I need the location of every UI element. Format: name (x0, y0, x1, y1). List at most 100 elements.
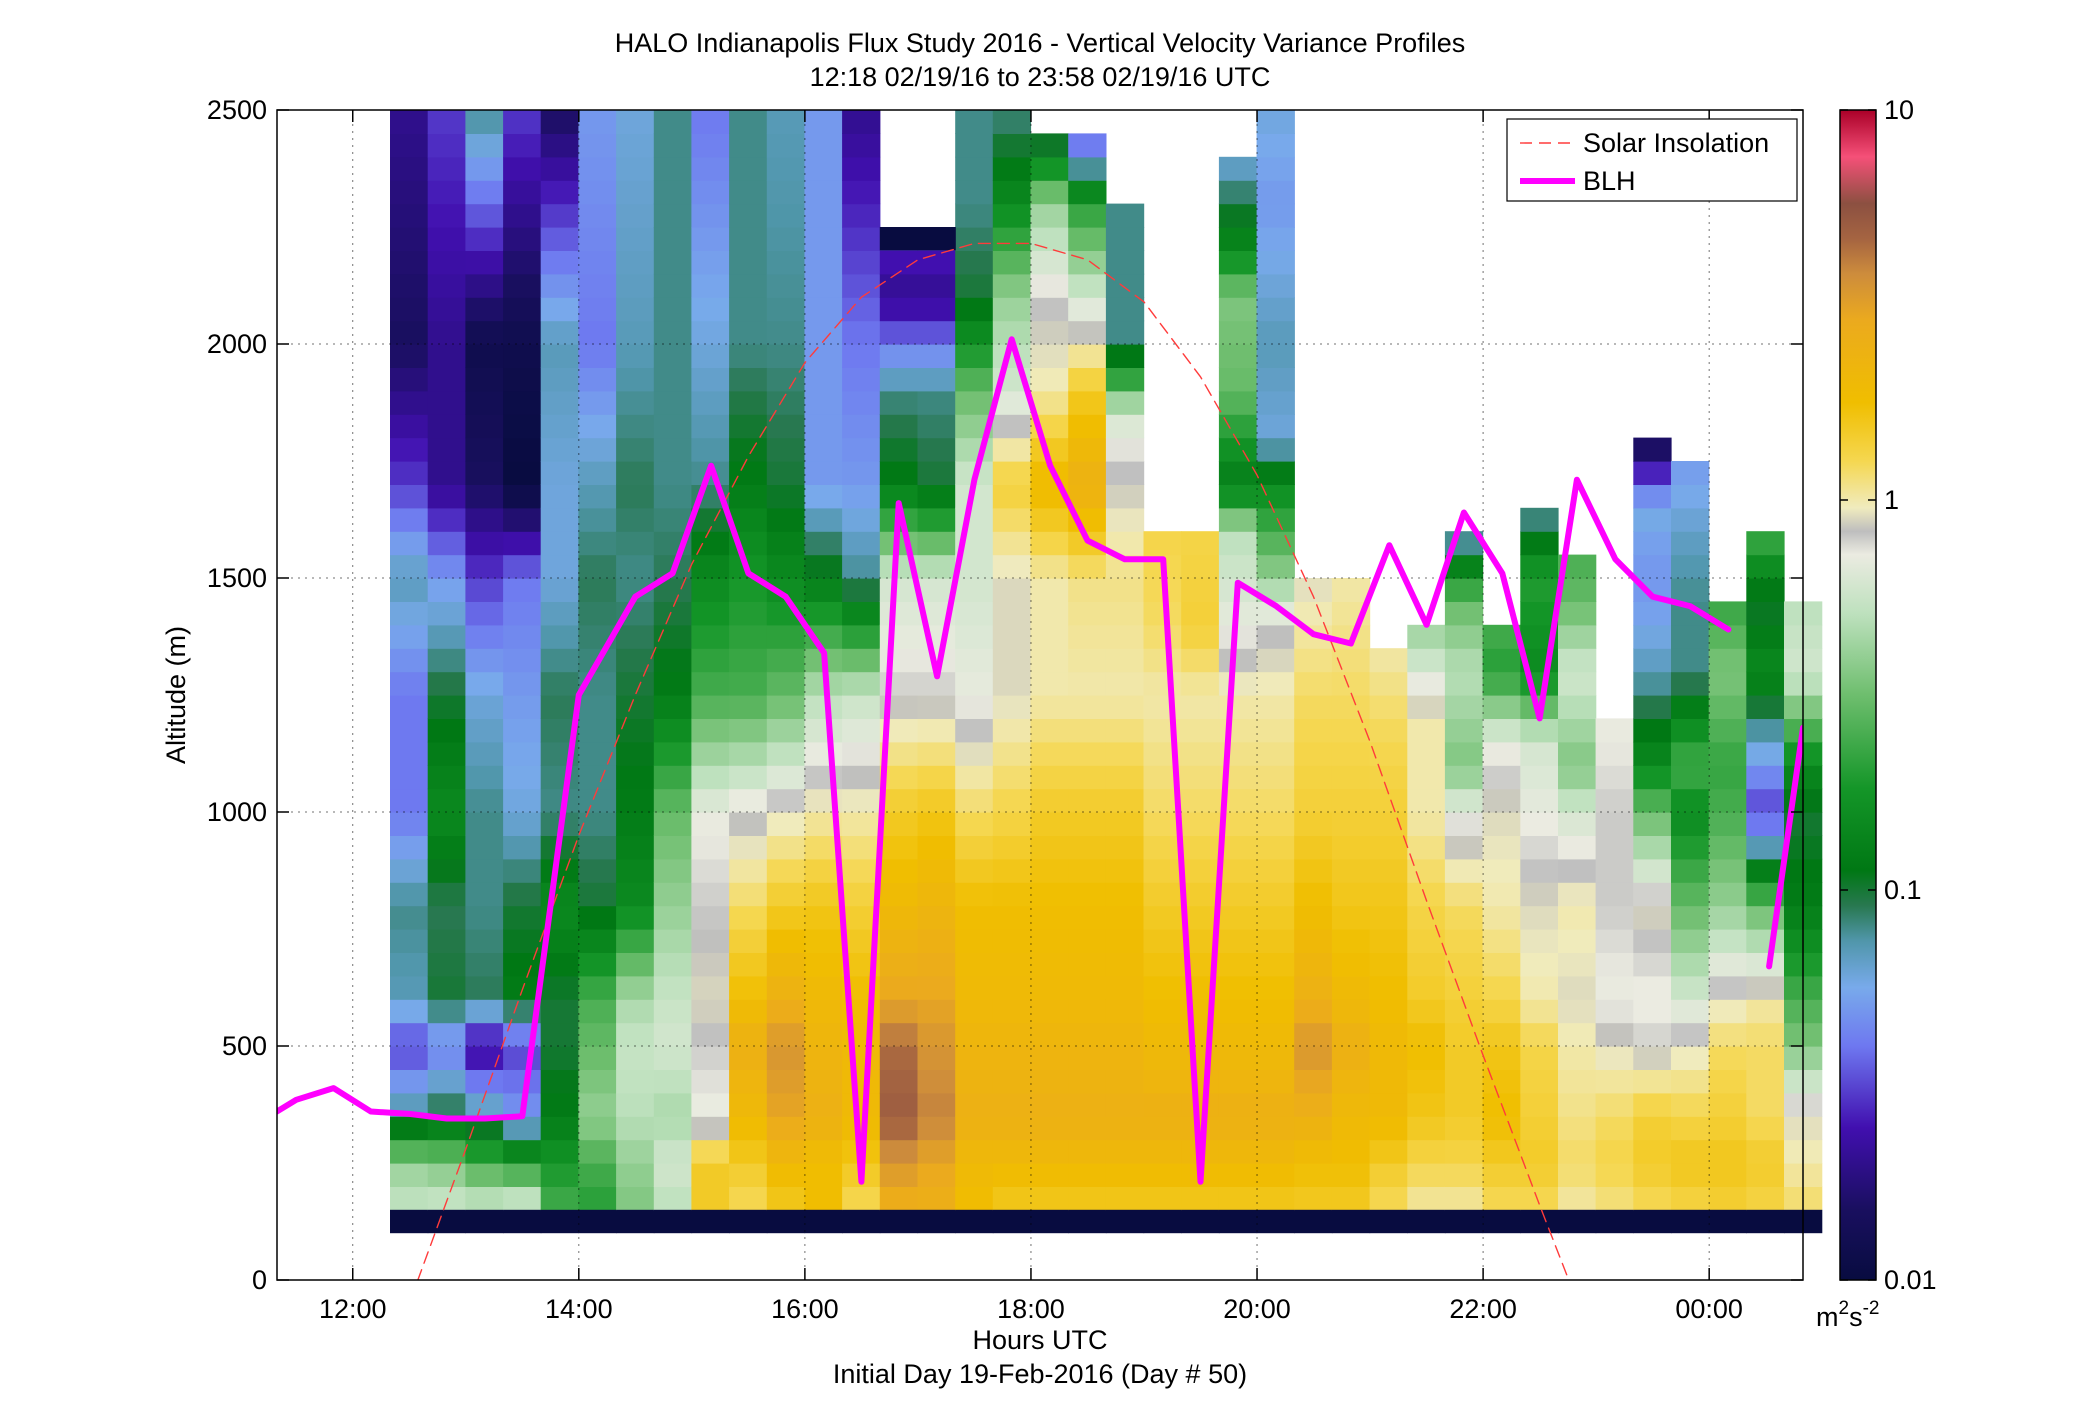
heatmap-cell (1068, 624, 1107, 649)
heatmap-cell (955, 297, 994, 322)
heatmap-cell (465, 671, 504, 696)
heatmap-cell (1068, 812, 1107, 836)
heatmap-cell (653, 390, 693, 415)
heatmap-cell (992, 765, 1032, 790)
heatmap-cell (1218, 344, 1258, 368)
heatmap-cell (1369, 765, 1408, 790)
heatmap-cell (653, 133, 693, 158)
heatmap-cell (503, 1139, 542, 1164)
heatmap-cell (653, 741, 693, 766)
heatmap-cell (1030, 180, 1069, 205)
heatmap-cell (691, 1186, 730, 1211)
heatmap-cell (1143, 1092, 1182, 1117)
heatmap-cell (1218, 671, 1258, 696)
heatmap-cell (842, 1209, 881, 1234)
heatmap-cell (427, 414, 466, 439)
heatmap-cell (390, 250, 429, 275)
heatmap-cell (1708, 1139, 1747, 1164)
heatmap-cell (1068, 273, 1107, 298)
heatmap-cell (1558, 601, 1597, 626)
heatmap-cell (1369, 952, 1408, 977)
heatmap-cell (1218, 390, 1258, 415)
heatmap-cell (804, 999, 843, 1024)
heatmap-cell (1746, 1139, 1785, 1164)
heatmap-cell (1030, 601, 1069, 626)
heatmap-cell (804, 882, 843, 907)
heatmap-cell (766, 1116, 806, 1141)
heatmap-cell (653, 905, 693, 930)
heatmap-cell (729, 695, 768, 719)
heatmap-cell (390, 648, 429, 673)
heatmap-cell (653, 227, 693, 251)
heatmap-cell (691, 929, 730, 953)
y-tick-label: 2000 (207, 329, 267, 359)
heatmap-cell (691, 1022, 730, 1047)
x-axis-label: Hours UTC (972, 1325, 1107, 1355)
heatmap-cell (616, 507, 655, 532)
heatmap-cell (1369, 1069, 1408, 1094)
heatmap-cell (1746, 648, 1785, 673)
heatmap-cell (1030, 999, 1069, 1024)
heatmap-cell (465, 1139, 504, 1164)
heatmap-cell (540, 1069, 579, 1094)
heatmap-cell (1558, 999, 1597, 1024)
heatmap-cell (1030, 858, 1069, 883)
heatmap-cell (691, 554, 730, 579)
heatmap-cell (691, 250, 730, 275)
heatmap-cell (1746, 531, 1785, 556)
heatmap-cell (1633, 1139, 1672, 1164)
heatmap-cell (1444, 648, 1484, 673)
heatmap-cell (1444, 741, 1484, 766)
heatmap-cell (729, 1163, 768, 1187)
heatmap-cell (955, 601, 994, 626)
heatmap-cell (653, 835, 693, 860)
heatmap-cell (1558, 1209, 1597, 1234)
heatmap-cell (1294, 1092, 1333, 1117)
heatmap-cell (1482, 1139, 1521, 1164)
heatmap-cell (1030, 273, 1069, 298)
heatmap-cell (465, 765, 504, 790)
heatmap-cell (1633, 929, 1672, 953)
heatmap-cell (1671, 461, 1710, 485)
heatmap-cell (1444, 1163, 1484, 1187)
heatmap-cell (804, 180, 843, 205)
heatmap-cell (1105, 835, 1145, 860)
heatmap-cell (1068, 975, 1107, 1000)
heatmap-cell (955, 929, 994, 953)
heatmap-cell (1256, 414, 1295, 439)
heatmap-cell (804, 297, 843, 322)
heatmap-cell (540, 227, 579, 251)
heatmap-cell (1444, 624, 1484, 649)
heatmap-cell (1030, 554, 1069, 579)
heatmap-cell (1068, 1046, 1107, 1070)
heatmap-cell (503, 1046, 542, 1070)
heatmap-cell (1218, 975, 1258, 1000)
heatmap-cell (766, 1069, 806, 1094)
heatmap-cell (465, 133, 504, 158)
heatmap-cell (578, 484, 617, 509)
heatmap-cell (578, 1022, 617, 1047)
heatmap-cell (616, 695, 655, 719)
x-tick-label: 12:00 (319, 1294, 387, 1324)
heatmap-cell (1369, 882, 1408, 907)
heatmap-cell (1407, 975, 1446, 1000)
heatmap-cell (578, 344, 617, 368)
heatmap-cell (879, 367, 919, 392)
heatmap-cell (427, 624, 466, 649)
heatmap-cell (1407, 718, 1446, 743)
heatmap-cell (465, 1046, 504, 1070)
heatmap-cell (766, 1046, 806, 1070)
heatmap-cell (1294, 1069, 1333, 1094)
heatmap-cell (1143, 1139, 1182, 1164)
heatmap-cell (390, 203, 429, 228)
heatmap-cell (1633, 1092, 1672, 1117)
heatmap-cell (1143, 975, 1182, 1000)
heatmap-cell (616, 297, 655, 322)
heatmap-cell (955, 110, 994, 134)
heatmap-cell (1068, 999, 1107, 1024)
heatmap-cell (1482, 1046, 1521, 1070)
heatmap-cell (1444, 1069, 1484, 1094)
heatmap-cell (1218, 531, 1258, 556)
heatmap-cell (1256, 367, 1295, 392)
heatmap-cell (1633, 1046, 1672, 1070)
